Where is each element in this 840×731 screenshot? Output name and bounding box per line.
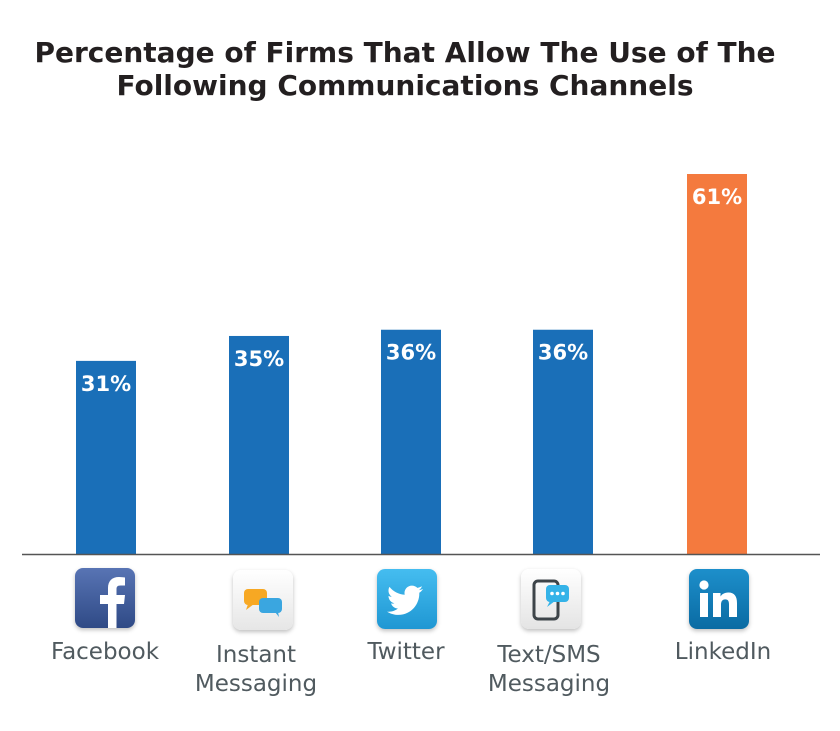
data-label: 61% xyxy=(692,185,742,209)
data-label: 31% xyxy=(81,372,131,396)
linkedin-icon xyxy=(689,569,749,629)
category-label-line: Messaging xyxy=(194,671,318,697)
category-label-instant-messaging: Instant Messaging xyxy=(171,641,341,699)
category-label-text-sms-messaging: Text/SMS Messaging xyxy=(464,641,634,699)
instant-messaging-icon xyxy=(233,570,293,630)
category-label-line: Text/SMS xyxy=(497,642,601,668)
bar-text-sms-messaging xyxy=(533,329,593,554)
bar-instant-messaging xyxy=(229,335,289,554)
category-label-line: Facebook xyxy=(50,639,160,665)
chart-title: Percentage of Firms That Allow The Use o… xyxy=(0,36,810,102)
data-label: 35% xyxy=(234,347,284,371)
bar-linkedin xyxy=(687,174,747,554)
category-label-line: Twitter xyxy=(367,639,445,665)
bar-facebook xyxy=(76,360,136,554)
category-label-line: LinkedIn xyxy=(674,639,772,665)
sms-phone-icon xyxy=(521,569,581,629)
category-label-linkedin: LinkedIn xyxy=(638,638,808,667)
category-label-line: Instant xyxy=(215,642,297,668)
chart-title-line-1: Percentage of Firms That Allow The Use o… xyxy=(34,36,776,69)
facebook-icon xyxy=(75,568,135,628)
category-label-twitter: Twitter xyxy=(321,638,491,667)
category-label-line: Messaging xyxy=(487,671,611,697)
data-label: 36% xyxy=(538,341,588,365)
data-label: 36% xyxy=(386,341,436,365)
twitter-icon xyxy=(377,569,437,629)
bar-twitter xyxy=(381,329,441,554)
chart-title-line-2: Following Communications Channels xyxy=(116,69,694,102)
category-label-facebook: Facebook xyxy=(20,638,190,667)
